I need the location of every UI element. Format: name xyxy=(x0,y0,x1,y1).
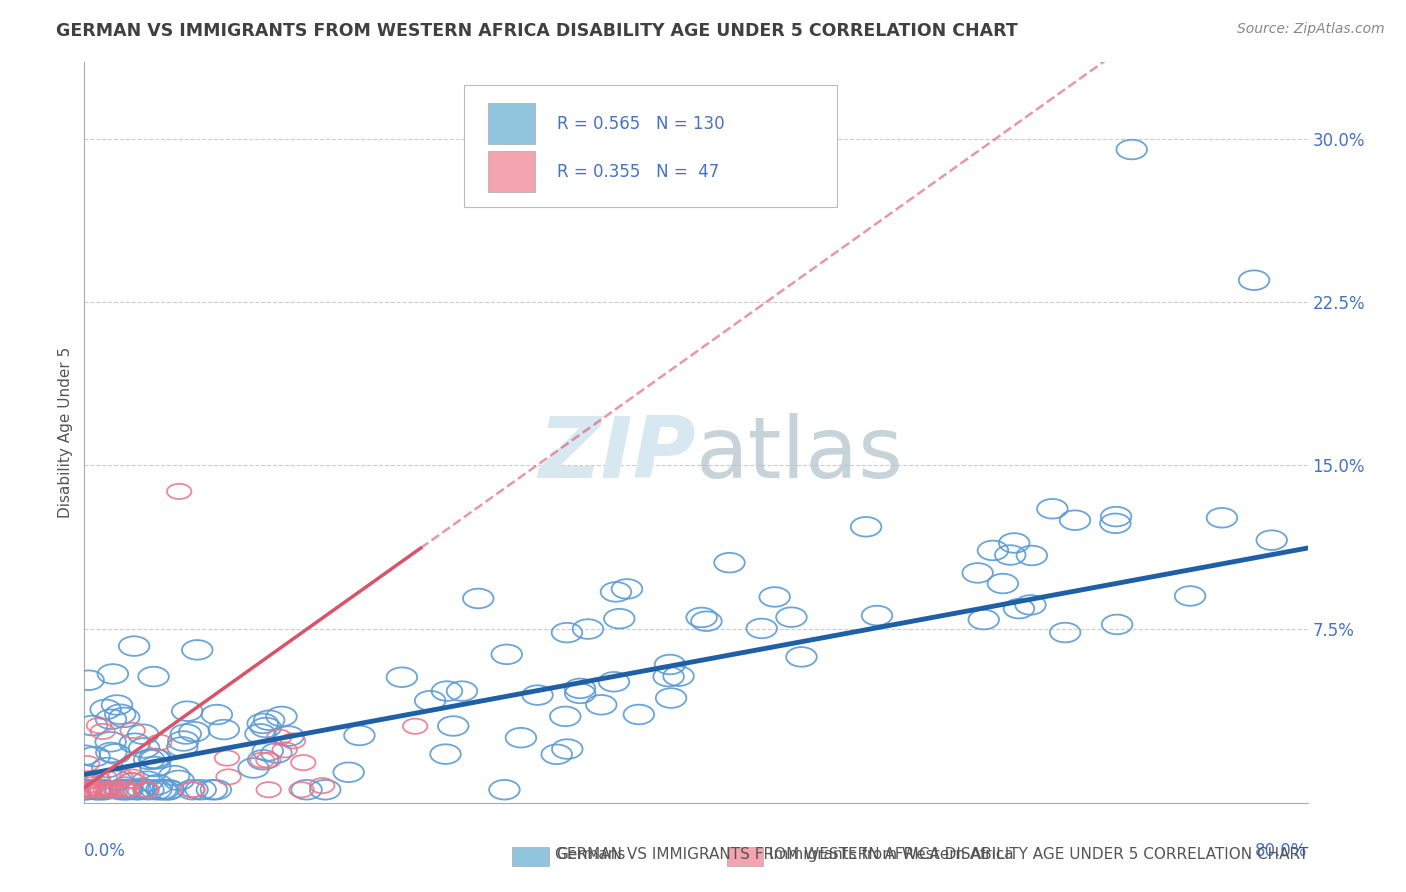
Text: ZIP: ZIP xyxy=(538,413,696,496)
Text: GERMAN VS IMMIGRANTS FROM WESTERN AFRICA DISABILITY AGE UNDER 5 CORRELATION CHAR: GERMAN VS IMMIGRANTS FROM WESTERN AFRICA… xyxy=(555,847,1309,863)
FancyBboxPatch shape xyxy=(488,152,534,192)
FancyBboxPatch shape xyxy=(464,85,837,207)
Y-axis label: Disability Age Under 5: Disability Age Under 5 xyxy=(58,347,73,518)
Text: 80.0%: 80.0% xyxy=(1256,842,1308,860)
Text: Source: ZipAtlas.com: Source: ZipAtlas.com xyxy=(1237,22,1385,37)
Text: R = 0.565   N = 130: R = 0.565 N = 130 xyxy=(557,114,724,133)
Text: GERMAN VS IMMIGRANTS FROM WESTERN AFRICA DISABILITY AGE UNDER 5 CORRELATION CHAR: GERMAN VS IMMIGRANTS FROM WESTERN AFRICA… xyxy=(56,22,1018,40)
Text: R = 0.355   N =  47: R = 0.355 N = 47 xyxy=(557,162,718,181)
Text: Germans: Germans xyxy=(557,847,626,863)
FancyBboxPatch shape xyxy=(727,847,763,866)
Text: Immigrants from Western Africa: Immigrants from Western Africa xyxy=(769,847,1014,863)
FancyBboxPatch shape xyxy=(488,103,534,144)
FancyBboxPatch shape xyxy=(513,847,550,866)
Text: 0.0%: 0.0% xyxy=(84,842,127,860)
Text: atlas: atlas xyxy=(696,413,904,496)
